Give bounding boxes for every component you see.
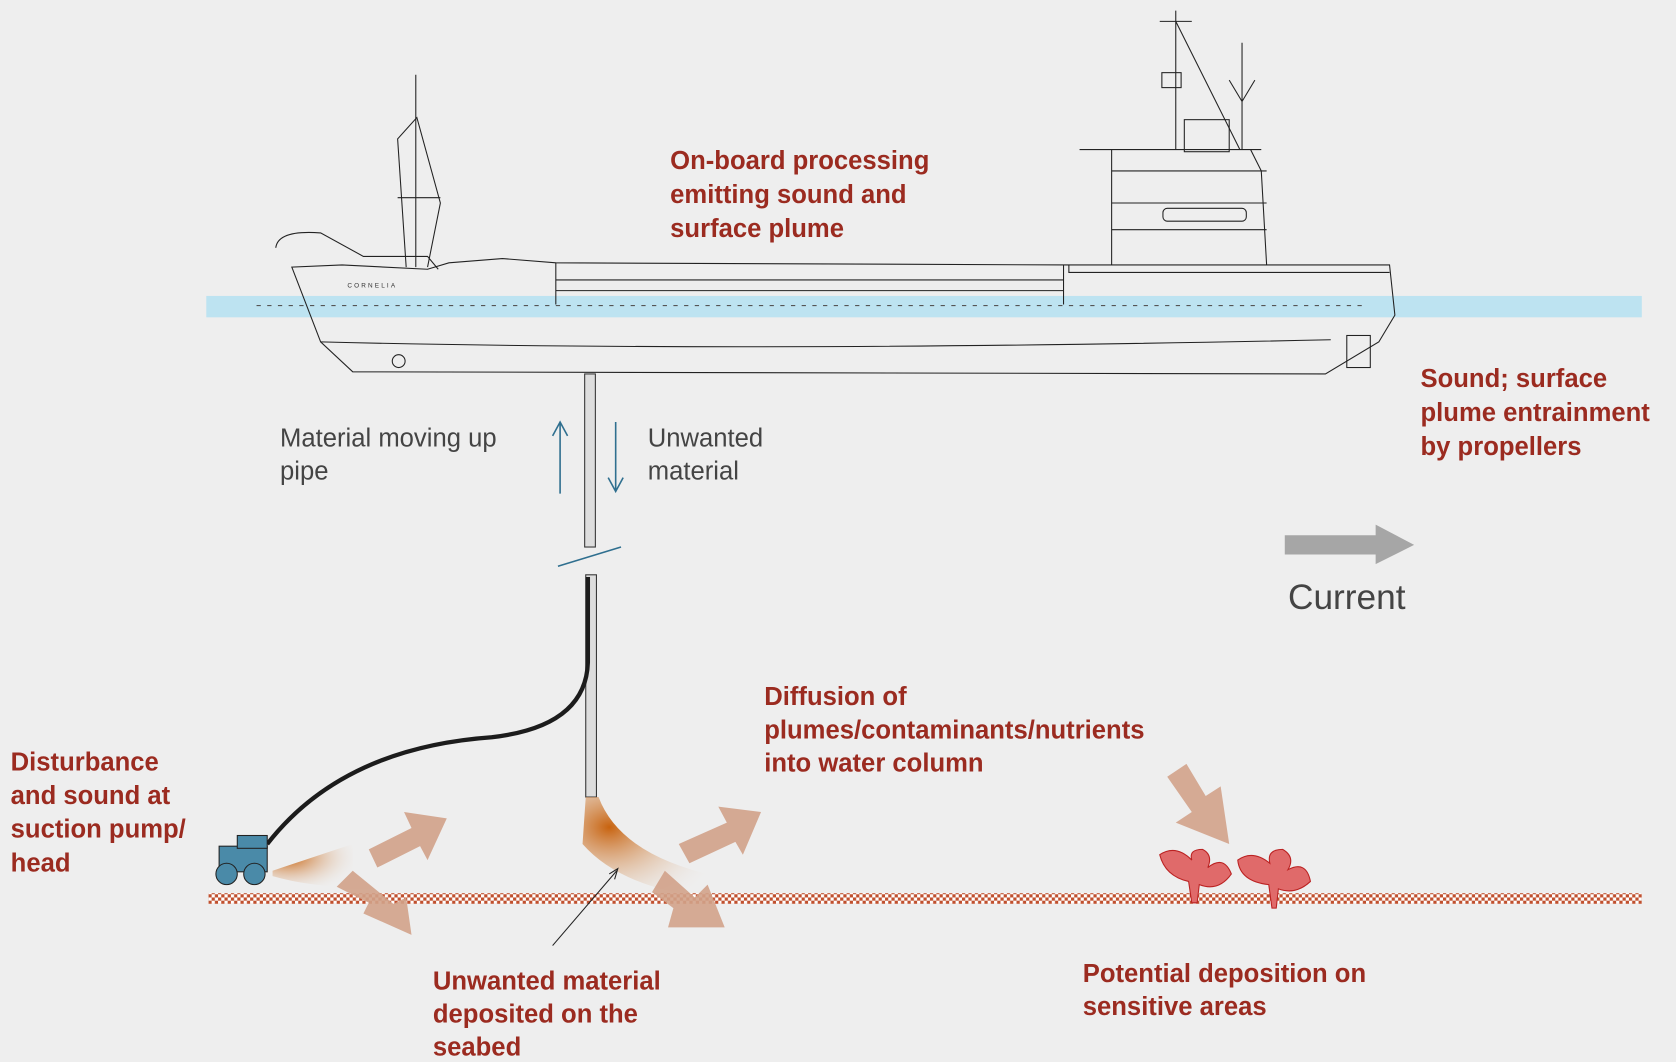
seabed bbox=[208, 893, 1642, 904]
ship-name: CORNELIA bbox=[347, 282, 397, 289]
hose bbox=[265, 576, 591, 846]
coral bbox=[1159, 848, 1312, 909]
pipe-break bbox=[557, 546, 622, 568]
plume bbox=[582, 797, 717, 898]
label-line: plume entrainment bbox=[1421, 399, 1651, 427]
label-propellers: Sound; surface plume entrainment by propel… bbox=[1421, 365, 1651, 461]
label-line: deposited on the bbox=[433, 1000, 638, 1028]
plume bbox=[272, 844, 353, 887]
label-line: plumes/contaminants/nutrients bbox=[764, 716, 1144, 744]
label-line: surface plume bbox=[670, 215, 844, 243]
label-line: and sound at bbox=[11, 782, 171, 810]
label-line: Potential deposition on bbox=[1083, 960, 1366, 988]
water-surface bbox=[206, 295, 1642, 318]
label-onboard: On-board processing emitting sound and sur… bbox=[670, 147, 929, 243]
label-line: suction pump/ bbox=[11, 816, 186, 844]
label-line: Sound; surface bbox=[1421, 365, 1608, 393]
label-current: Current bbox=[1288, 578, 1406, 617]
label-line: seabed bbox=[433, 1034, 521, 1062]
current-arrow bbox=[1284, 524, 1415, 565]
dispersal-arrows bbox=[336, 763, 1230, 935]
label-line: Unwanted bbox=[648, 425, 763, 453]
label-potential: Potential deposition on sensitive areas bbox=[1083, 960, 1366, 1021]
label-line: Disturbance bbox=[11, 748, 159, 776]
label-line: by propellers bbox=[1421, 433, 1582, 461]
label-line: emitting sound and bbox=[670, 181, 906, 209]
label-unwanted: Unwanted material bbox=[648, 425, 763, 486]
label-line: Diffusion of bbox=[764, 683, 907, 711]
collector bbox=[215, 834, 268, 886]
riser-pipe bbox=[584, 373, 596, 548]
label-material-up: Material moving up pipe bbox=[280, 425, 497, 486]
label-disturbance: Disturbance and sound at suction pump/head bbox=[11, 748, 186, 877]
label-line: material bbox=[648, 458, 739, 486]
flow-arrows bbox=[551, 420, 624, 494]
label-line: into water column bbox=[764, 749, 983, 777]
label-diffusion: Diffusion of plumes/contaminants/nutrient… bbox=[764, 683, 1144, 777]
ship bbox=[275, 10, 1396, 375]
label-line: head bbox=[11, 849, 71, 877]
label-line: pipe bbox=[280, 458, 328, 486]
label-deposited: Unwanted material deposited on the seabed bbox=[433, 967, 661, 1061]
pointer-line bbox=[552, 870, 618, 946]
label-line: sensitive areas bbox=[1083, 993, 1267, 1021]
label-line: Unwanted material bbox=[433, 967, 661, 995]
label-line: Material moving up bbox=[280, 425, 497, 453]
label-line: On-board processing bbox=[670, 147, 929, 175]
pointer-head bbox=[608, 867, 619, 880]
